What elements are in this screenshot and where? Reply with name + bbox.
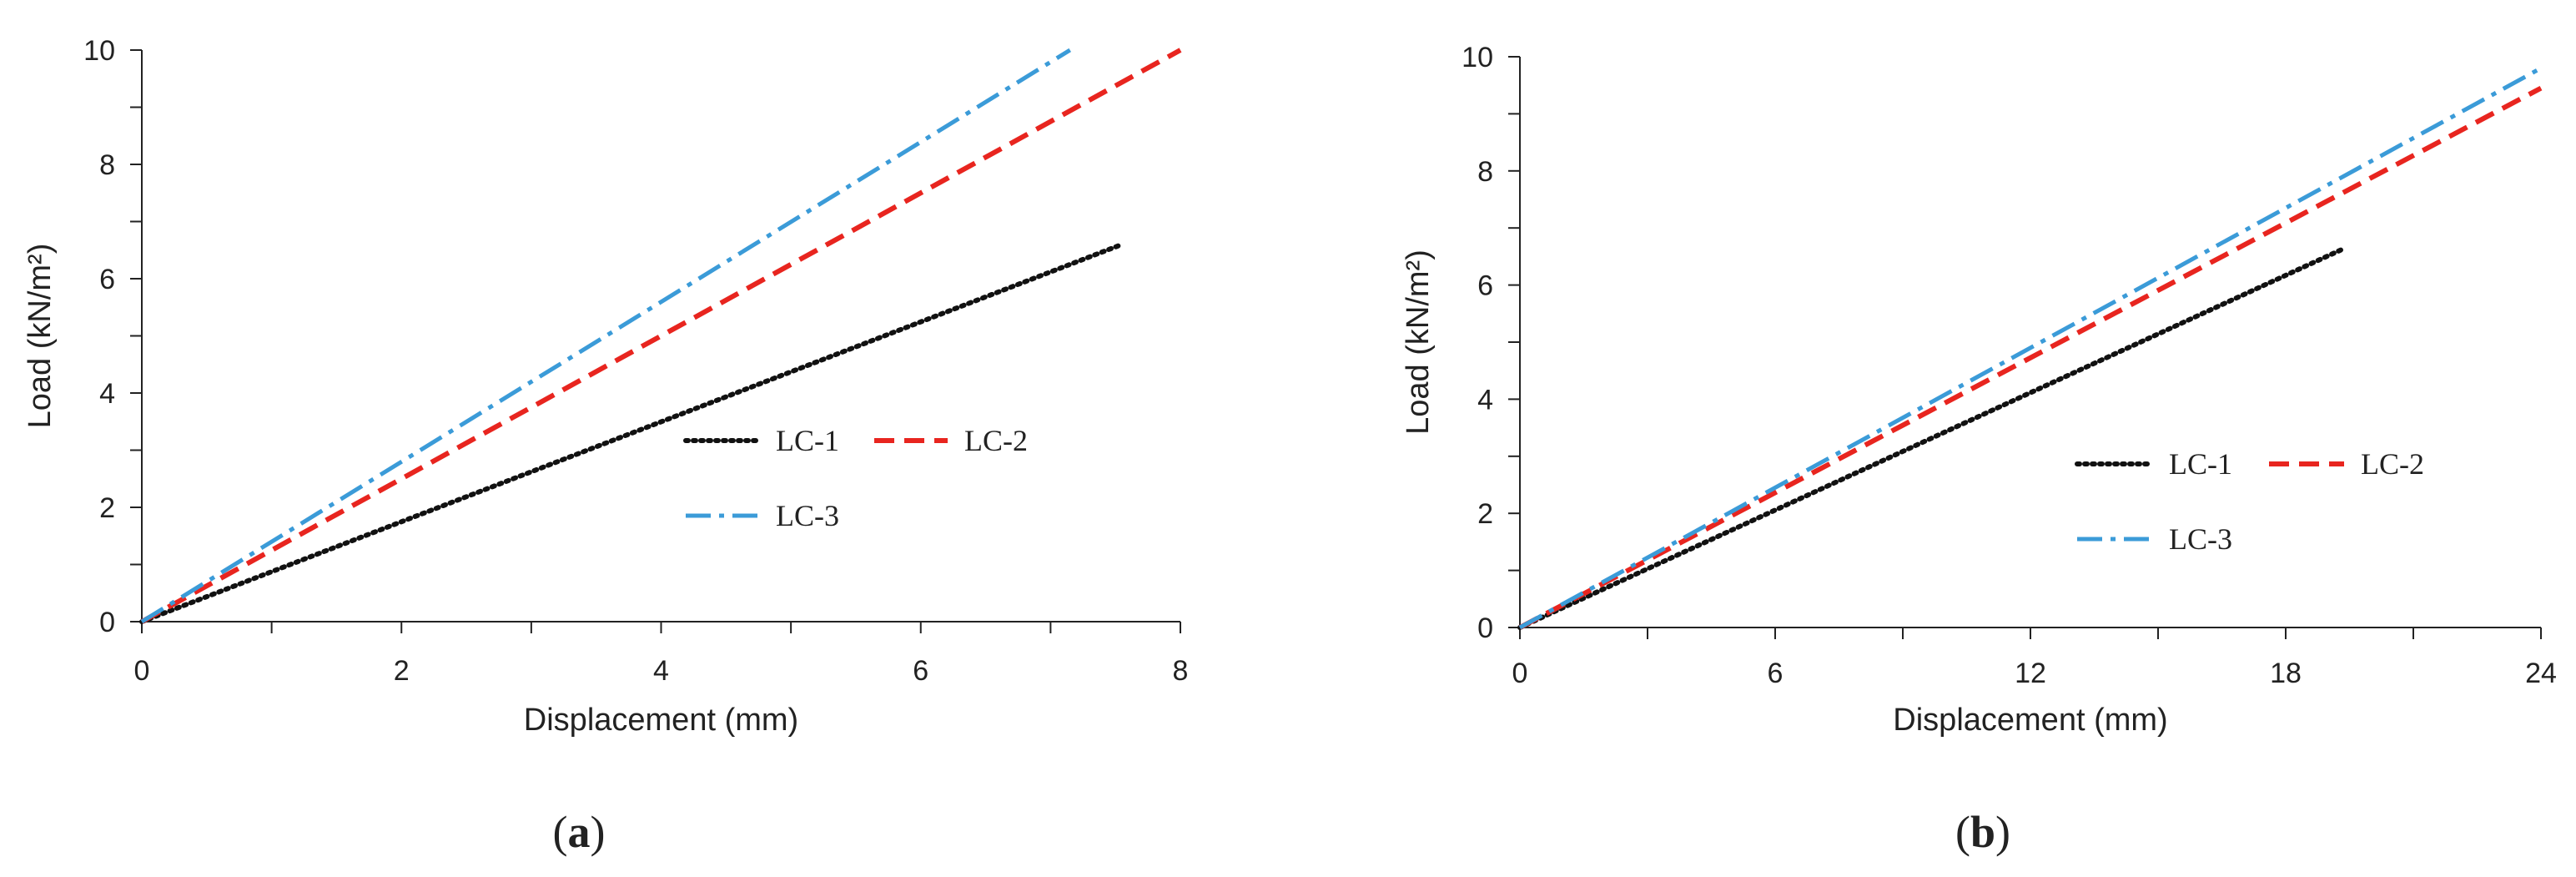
- caption-letter: a: [568, 807, 591, 857]
- caption-close-paren: ): [1995, 807, 2010, 857]
- caption-open-paren: (: [553, 807, 568, 857]
- x-tick-label: 8: [1173, 655, 1189, 687]
- y-axis-title: Load (kN/m²): [23, 244, 58, 429]
- x-tick-label: 2: [394, 655, 410, 687]
- caption-close-paren: ): [591, 807, 606, 857]
- legend-item-lc-3: LC-3: [686, 499, 839, 532]
- legend-label: LC-3: [2169, 522, 2232, 556]
- y-tick-label: 4: [1477, 384, 1493, 416]
- legend-item-lc-1: LC-1: [2075, 447, 2232, 481]
- y-tick-label: 2: [1477, 498, 1493, 530]
- y-tick-label: 8: [1477, 156, 1493, 188]
- y-axis-title: Load (kN/m²): [1401, 249, 1436, 435]
- series-line-lc-3: [1518, 66, 2543, 630]
- x-axis-title: Displacement (mm): [1893, 703, 2167, 738]
- chart-panel-a: 0 2 4 6 8 10 0 2 4 6 8 Displacement (mm) Load (kN/m²…: [23, 35, 1188, 857]
- y-tick-label: 4: [99, 378, 115, 410]
- panel-caption: (b): [1955, 807, 2010, 857]
- y-tick-label: 10: [83, 35, 115, 67]
- x-tick-label: 6: [913, 655, 928, 687]
- series-line-lc-3: [140, 48, 1072, 624]
- y-tick-label: 2: [99, 492, 115, 524]
- legend-label: LC-3: [776, 499, 839, 532]
- legend-item-lc-1: LC-1: [683, 424, 839, 457]
- series-line-lc-1: [139, 241, 1124, 624]
- legend-label: LC-1: [2169, 447, 2232, 481]
- x-axis-title: Displacement (mm): [524, 703, 798, 738]
- x-tick-label: 4: [653, 655, 669, 687]
- x-tick-label: 0: [134, 655, 150, 687]
- legend-item-lc-2: LC-2: [874, 424, 1028, 457]
- series-line-lc-1: [1517, 245, 2348, 630]
- x-tick-label: 6: [1768, 658, 1784, 689]
- caption-open-paren: (: [1955, 807, 1970, 857]
- x-tick-label: 12: [2015, 658, 2046, 689]
- legend-label: LC-2: [964, 424, 1028, 457]
- legend-item-lc-3: LC-3: [2077, 522, 2232, 556]
- caption-letter: b: [1970, 807, 1995, 857]
- y-tick-label: 10: [1462, 42, 1493, 73]
- y-tick-label: 6: [99, 264, 115, 295]
- x-tick-label: 0: [1512, 658, 1528, 689]
- series-line-lc-2: [140, 48, 1182, 624]
- y-tick-label: 8: [99, 149, 115, 181]
- legend-item-lc-2: LC-2: [2269, 447, 2424, 481]
- y-tick-label: 0: [1477, 612, 1493, 644]
- x-tick-label: 24: [2525, 658, 2557, 689]
- y-tick-label: 6: [1477, 270, 1493, 302]
- series-line-lc-2: [1518, 85, 2543, 630]
- x-tick-label: 18: [2270, 658, 2302, 689]
- legend-label: LC-1: [776, 424, 839, 457]
- panel-caption: (a): [553, 807, 606, 857]
- y-tick-label: 0: [99, 607, 115, 638]
- legend-label: LC-2: [2361, 447, 2424, 481]
